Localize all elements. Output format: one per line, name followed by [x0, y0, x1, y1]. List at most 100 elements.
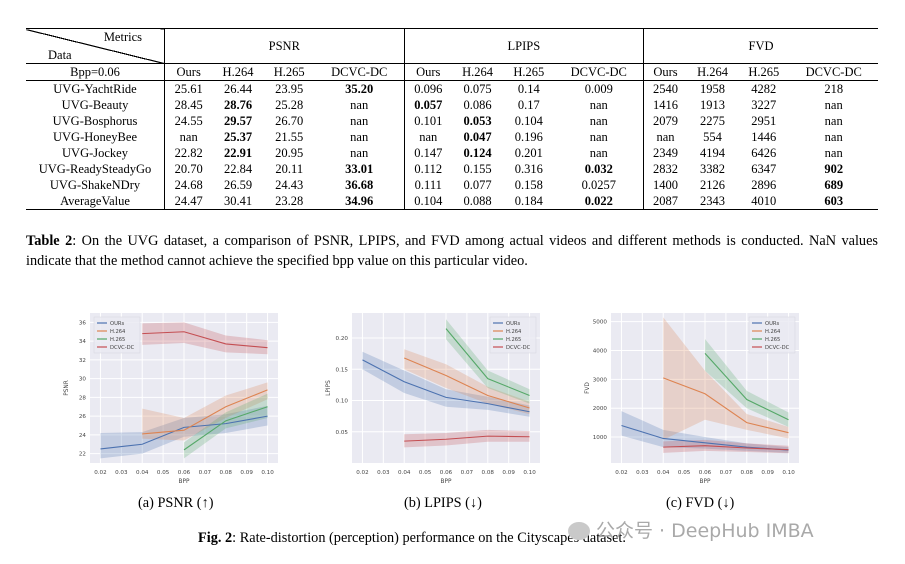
- x-tick-label: 0.10: [261, 470, 274, 476]
- series-line-h265: [183, 406, 268, 451]
- lpips-chart: 0.02 0.03 0.04 0.05 0.06 0.07 0.08 0.09 0.10 0.05…: [318, 305, 548, 485]
- table-caption-text: : On the UVG dataset, a comparison of PS…: [26, 233, 878, 269]
- series-band-ours: [621, 411, 789, 453]
- group-header-fvd: FVD: [643, 28, 878, 64]
- x-tick-label: 0.05: [157, 470, 170, 476]
- figure-caption-text: : Rate-distortion (perception) performan…: [232, 530, 626, 546]
- table-row: UVG-Jockey 22.82 22.91 20.95 nan 0.147 0.124 0.…: [26, 145, 878, 161]
- legend-label-h265: H.265: [506, 337, 521, 343]
- table-cell: 22.84: [223, 162, 253, 176]
- x-axis-label: BPP: [700, 479, 711, 483]
- series-line-h265: [704, 353, 789, 421]
- y-tick-label: 0.20: [336, 336, 349, 342]
- table-cell: 25.37: [223, 130, 253, 144]
- table-row: UVG-ReadySteadyGo 20.70 22.84 20.11 33.01 0.1…: [26, 161, 878, 177]
- y-tick-label: 2000: [593, 406, 608, 412]
- legend-label-dcvc: DCVC-DC: [110, 345, 135, 351]
- figure-caption: Fig. 2: Rate-distortion (perception) per…: [198, 530, 626, 547]
- table-cell: nan: [589, 98, 608, 112]
- table-cell: 2079: [643, 113, 687, 129]
- table-cell: 33.01: [345, 162, 374, 176]
- table-cell: 1958: [700, 82, 726, 96]
- method-header: DCVC-DC: [554, 63, 644, 81]
- legend-label-h264: H.264: [506, 329, 522, 335]
- table-cell: 24.43: [275, 178, 304, 192]
- table-cell: 20.95: [275, 146, 304, 160]
- y-tick-label: 32: [79, 358, 86, 364]
- x-tick-label: 0.08: [741, 470, 754, 476]
- series-band-dcvc: [404, 429, 530, 448]
- row-label: UVG-ShakeNDry: [49, 178, 141, 192]
- table-cell: 0.088: [451, 193, 504, 210]
- bpp-label: Bpp=0.06: [26, 63, 165, 81]
- table-cell: 6426: [751, 146, 777, 160]
- y-tick-label: 34: [79, 339, 87, 345]
- figure-caption-label: Fig. 2: [198, 530, 233, 546]
- y-tick-label: 0.10: [336, 399, 349, 405]
- table-cell: 26.44: [223, 82, 253, 96]
- table-cell: 1913: [700, 98, 726, 112]
- row-label: UVG-Jockey: [62, 146, 128, 160]
- x-tick-label: 0.10: [523, 470, 536, 476]
- series-line-h265: [445, 328, 530, 397]
- y-tick-label: 28: [79, 395, 87, 401]
- series-band-h265: [446, 319, 530, 404]
- metrics-header: Metrics: [103, 30, 142, 44]
- y-tick-label: 26: [79, 414, 87, 420]
- table-cell: 0.196: [514, 130, 543, 144]
- method-header: H.264: [451, 63, 504, 81]
- table-cell: 0.147: [403, 145, 452, 161]
- table-cell: 0.009: [584, 82, 613, 96]
- y-tick-label: 3000: [593, 377, 608, 383]
- table-cell: 0.0257: [581, 178, 616, 192]
- table-cell: 0.053: [463, 114, 492, 128]
- y-tick-label: 30: [79, 377, 87, 383]
- table-cell: 0.086: [463, 98, 492, 112]
- psnr-chart-svg: 0.02 0.03 0.04 0.05 0.06 0.07 0.08 0.09 0.10 22 24…: [64, 313, 278, 485]
- x-tick-label: 0.02: [94, 470, 106, 476]
- y-tick-label: 22: [79, 452, 86, 458]
- y-tick-label: 36: [79, 320, 87, 326]
- legend-label-h264: H.264: [110, 329, 126, 335]
- table-cell: 20.11: [275, 162, 304, 176]
- table-cell: 689: [824, 178, 844, 192]
- x-tick-label: 0.02: [615, 470, 627, 476]
- table-row: UVG-Bosphorus 24.55 29.57 26.70 nan 0.101 0.05…: [26, 113, 878, 129]
- table-cell: nan: [824, 98, 843, 112]
- table-cell: nan: [589, 146, 608, 160]
- comparison-table: Metrics Data PSNR LPIPS FVD Bpp=0.06 Our…: [26, 28, 878, 210]
- series-line-dcvc: [142, 331, 268, 349]
- table-cell: 3227: [751, 98, 777, 112]
- method-header: Ours: [164, 63, 213, 81]
- method-header-row: Bpp=0.06 Ours H.264 H.265 DCVC-DC Ours H.264 H…: [26, 63, 878, 81]
- series-line-h264: [142, 389, 268, 435]
- series-band-h265: [705, 338, 789, 427]
- table-cell: 0.14: [517, 82, 540, 96]
- table-cell: 0.111: [403, 177, 452, 193]
- table-cell: nan: [643, 129, 687, 145]
- method-header: H.264: [212, 63, 264, 81]
- series-band-h264: [404, 349, 530, 415]
- table-row: UVG-ShakeNDry 24.68 26.59 24.43 36.68 0.111 0.…: [26, 177, 878, 193]
- table-cell: 0.047: [463, 130, 492, 144]
- table-cell: nan: [350, 130, 369, 144]
- group-header-lpips: LPIPS: [403, 28, 644, 64]
- table-caption: Table 2: On the UVG dataset, a compariso…: [26, 231, 878, 271]
- x-tick-label: 0.04: [657, 470, 670, 476]
- y-tick-label: 24: [79, 433, 87, 439]
- table-cell: nan: [589, 130, 608, 144]
- table-cell: 0.104: [514, 114, 543, 128]
- x-tick-label: 0.03: [636, 470, 649, 476]
- table-cell: 0.112: [403, 161, 452, 177]
- series-band-ours: [100, 405, 268, 459]
- x-tick-label: 0.05: [678, 470, 691, 476]
- table-cell: 4010: [738, 193, 790, 210]
- table-cell: 0.17: [517, 98, 540, 112]
- x-tick-label: 0.02: [356, 470, 368, 476]
- table-cell: 0.101: [403, 113, 452, 129]
- table-cell: 20.70: [164, 161, 213, 177]
- x-tick-label: 0.09: [502, 470, 515, 476]
- table-cell: nan: [589, 114, 608, 128]
- table-cell: 34.96: [314, 193, 405, 210]
- table-cell: 25.61: [164, 80, 213, 97]
